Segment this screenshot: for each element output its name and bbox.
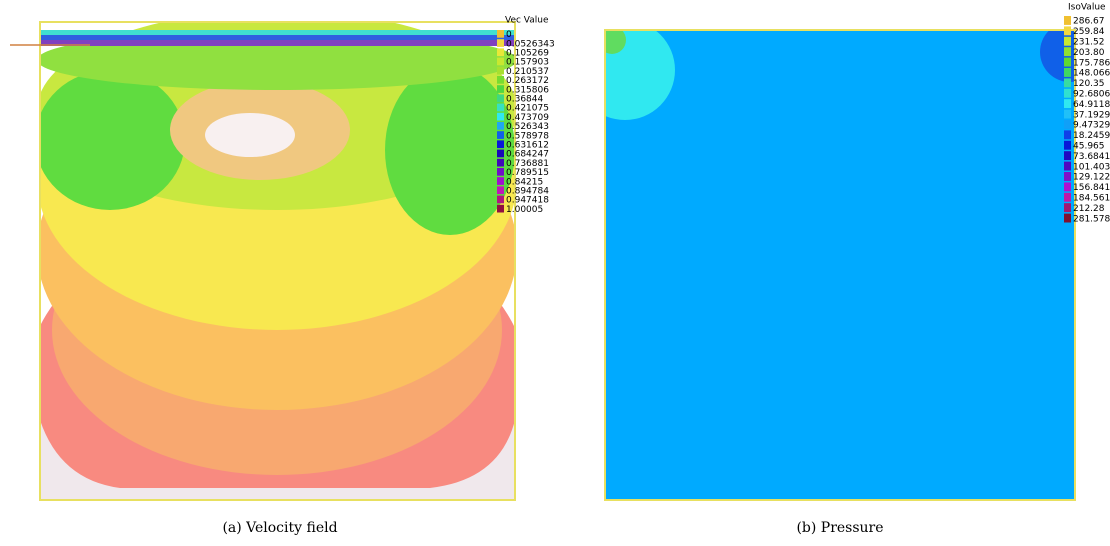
- legend-swatch: [497, 112, 504, 121]
- legend-swatch: [1064, 99, 1071, 109]
- legend-swatch: [497, 168, 504, 176]
- legend-label: 37.1929: [1073, 110, 1110, 120]
- legend-swatch: [1064, 16, 1071, 25]
- legend-label: 0.263172: [506, 76, 549, 86]
- velocity-plot: [40, 22, 515, 500]
- legend-label: 9.47329: [1073, 121, 1110, 131]
- legend: Vec Value 00.05263430.1052690.1579030.21…: [497, 16, 555, 215]
- legend: IsoValue 286.67259.84231.52203.80175.786…: [1064, 3, 1110, 224]
- legend-label: 0.789515: [506, 168, 549, 178]
- pressure-plot: [605, 30, 1075, 500]
- legend-swatch: [1064, 140, 1071, 150]
- legend-label: 1.00005: [506, 205, 543, 215]
- caption: (b) Pressure: [796, 520, 883, 536]
- legend-swatch: [1064, 78, 1071, 88]
- legend-label: 156.841: [1073, 183, 1110, 193]
- legend-label: 0.315806: [506, 85, 549, 95]
- legend-label: 0.84215: [506, 177, 543, 187]
- legend-label: 0.947418: [506, 196, 549, 206]
- legend-label: 64.9118: [1073, 100, 1110, 110]
- legend-swatch: [1064, 203, 1071, 213]
- legend-swatch: [1064, 161, 1071, 171]
- legend-swatch: [1064, 151, 1071, 161]
- legend-label: 231.52: [1073, 38, 1105, 48]
- legend-swatch: [497, 186, 504, 195]
- legend-swatch: [1064, 130, 1071, 140]
- legend-label: 18.2459: [1073, 131, 1110, 141]
- legend-label: 0: [506, 30, 512, 40]
- legend-swatch: [1064, 36, 1071, 46]
- legend-title: Vec Value: [505, 16, 549, 26]
- legend-label: 0.473709: [506, 113, 549, 123]
- legend-label: 73.6841: [1073, 152, 1110, 162]
- legend-label: 120.35: [1073, 79, 1105, 89]
- legend-swatch: [497, 158, 504, 167]
- legend-swatch: [497, 140, 504, 149]
- legend-label: 101.403: [1073, 162, 1110, 172]
- legend-label: 184.561: [1073, 194, 1110, 204]
- legend-swatch: [497, 103, 504, 112]
- legend-swatch: [497, 66, 504, 75]
- legend-label: 0.631612: [506, 141, 549, 151]
- legend-swatch: [497, 149, 504, 158]
- legend-swatch: [1064, 57, 1071, 67]
- legend-label: 0.736881: [506, 159, 549, 169]
- legend-label: 259.84: [1073, 27, 1105, 37]
- legend-swatch: [1064, 68, 1071, 77]
- legend-swatch: [1064, 109, 1071, 119]
- legend-title: IsoValue: [1068, 3, 1106, 13]
- legend-label: 0.0526343: [506, 39, 555, 49]
- caption: (a) Velocity field: [222, 520, 337, 536]
- legend-swatch: [497, 131, 504, 139]
- legend-label: 0.36844: [506, 95, 543, 105]
- legend-swatch: [497, 39, 504, 47]
- legend-swatch: [1064, 120, 1071, 129]
- legend-label: 0.157903: [506, 58, 549, 68]
- legend-label: 0.526343: [506, 122, 549, 132]
- legend-swatch: [1064, 26, 1071, 36]
- legend-label: 281.578: [1073, 214, 1110, 224]
- legend-swatch: [497, 57, 504, 66]
- legend-label: 148.066: [1073, 69, 1110, 79]
- legend-label: 286.67: [1073, 17, 1105, 27]
- legend-swatch: [1064, 88, 1071, 98]
- legend-swatch: [1064, 172, 1071, 181]
- legend-swatch: [497, 76, 504, 84]
- legend-swatch: [497, 85, 504, 93]
- legend-label: 212.28: [1073, 204, 1105, 214]
- legend-swatch: [1064, 182, 1071, 192]
- legend-label: 129.122: [1073, 173, 1110, 183]
- legend-label: 0.684247: [506, 150, 549, 160]
- legend-label: 0.210537: [506, 67, 549, 77]
- legend-label: 45.965: [1073, 142, 1105, 152]
- legend-swatch: [497, 48, 504, 57]
- legend-label: 0.578978: [506, 131, 549, 141]
- legend-swatch: [1064, 192, 1071, 202]
- legend-swatch: [497, 177, 504, 185]
- legend-label: 203.80: [1073, 48, 1105, 58]
- legend-label: 175.786: [1073, 58, 1110, 68]
- legend-swatch: [497, 122, 504, 130]
- legend-label: 0.105269: [506, 49, 549, 59]
- legend-swatch: [497, 94, 504, 103]
- legend-swatch: [497, 204, 504, 213]
- legend-label: 0.421075: [506, 104, 549, 114]
- legend-label: 0.894784: [506, 187, 549, 197]
- legend-swatch: [1064, 213, 1071, 223]
- legend-swatch: [497, 195, 504, 204]
- legend-swatch: [497, 30, 504, 38]
- legend-swatch: [1064, 47, 1071, 57]
- legend-label: 92.6806: [1073, 90, 1110, 100]
